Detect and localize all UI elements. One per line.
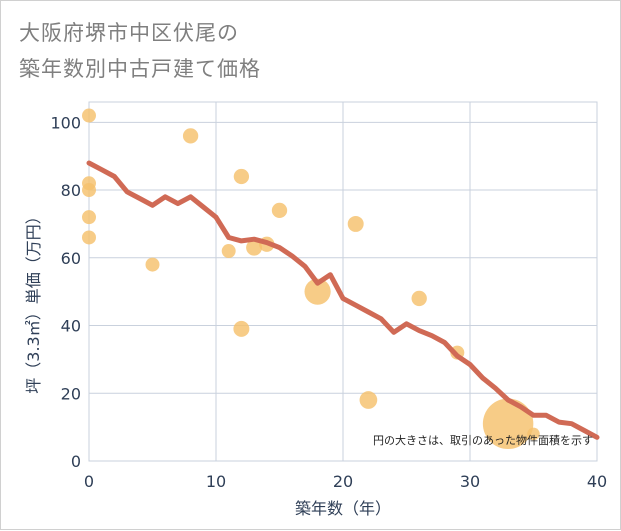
bubble-size-note: 円の大きさは、取引のあった物件面積を示す xyxy=(373,433,593,447)
bubble-point xyxy=(82,183,96,198)
bubble-point xyxy=(182,128,199,144)
bubble-point xyxy=(233,320,250,337)
price-trend-line xyxy=(86,160,600,440)
x-tick-label: 0 xyxy=(84,472,94,491)
bubble-point xyxy=(347,215,364,232)
bubble-point xyxy=(271,202,288,219)
bubble-point xyxy=(527,427,540,441)
bubble-point xyxy=(482,398,534,449)
y-tick-label: 20 xyxy=(61,384,81,403)
bubble-point xyxy=(411,290,427,307)
bubble-point xyxy=(82,108,96,123)
x-axis-label: 築年数（年） xyxy=(295,499,391,518)
y-tick-label: 40 xyxy=(61,317,81,336)
y-tick-label: 60 xyxy=(61,249,81,268)
chart-title-line-1: 大阪府堺市中区伏尾の xyxy=(19,21,239,45)
bubble-series xyxy=(82,108,540,449)
chart-title-line-2: 築年数別中古戸建て価格 xyxy=(19,57,261,81)
x-tick-label: 10 xyxy=(206,472,226,491)
y-tick-label: 100 xyxy=(50,113,81,132)
x-tick-labels: 0 10 20 30 40 xyxy=(84,472,607,491)
plot-border xyxy=(88,101,598,462)
y-axis-label: 坪（3.3㎡）単価（万円） xyxy=(24,208,43,393)
bubble-point xyxy=(359,391,378,409)
bubble-point xyxy=(145,257,160,272)
bubble-point xyxy=(82,230,96,245)
y-tick-label: 0 xyxy=(71,452,81,471)
bubble-point xyxy=(304,278,331,305)
x-tick-label: 40 xyxy=(587,472,607,491)
bubble-point xyxy=(221,244,236,259)
bubble-point xyxy=(82,210,96,225)
chart-title: 大阪府堺市中区伏尾の 築年数別中古戸建て価格 xyxy=(19,15,261,87)
bubble-point xyxy=(233,168,250,185)
grid-lines xyxy=(88,101,598,462)
x-tick-label: 30 xyxy=(460,472,480,491)
y-tick-labels: 0 20 40 60 80 100 xyxy=(50,113,81,471)
y-tick-label: 80 xyxy=(61,181,81,200)
x-tick-label: 20 xyxy=(333,472,353,491)
bubble-point xyxy=(246,239,263,256)
